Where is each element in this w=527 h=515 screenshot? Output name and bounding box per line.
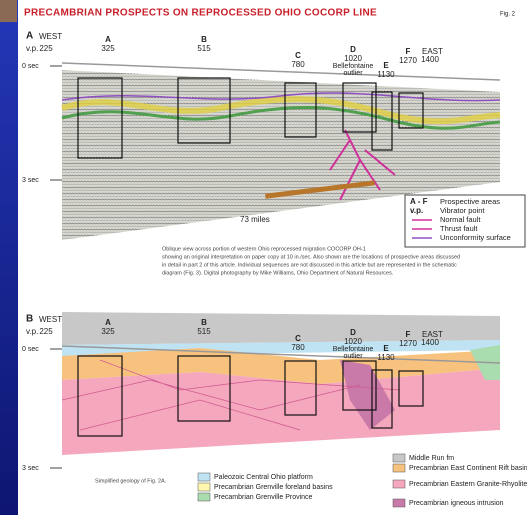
legend-key: v.p. [410,206,423,215]
prospect-box [177,77,231,144]
column-letter: F [406,330,411,339]
caption: diagram (Fig. 3). Digital photography by… [162,270,394,276]
scale-bar [265,180,375,199]
legend-swatch [197,482,211,492]
column-letter: E [383,344,389,353]
vp-label: v.p. [26,327,38,336]
vp-number: 1270 [399,56,417,65]
west-label: WEST [39,315,62,324]
vp-number: 515 [197,44,211,53]
legend-text: Precambrian igneous intrusion [409,500,504,507]
vp-number: 225 [39,327,53,336]
vp-label: v.p. [26,44,38,53]
legend-text: Middle Run fm [409,455,454,462]
caption: Oblique view across portion of western O… [162,246,366,252]
geology-layer [62,312,500,345]
legend-key: A - F [410,197,428,206]
legend-swatch [197,472,211,482]
figure-number: Fig. 2 [500,12,516,18]
vp-number: 1270 [399,339,417,348]
surface [61,345,501,364]
unconformity [61,92,501,102]
east-label: EAST [422,330,443,339]
vp-number: 780 [291,343,305,352]
prospect-box [77,77,123,159]
fault [61,359,401,431]
distance-label: 73 miles [240,215,270,224]
legend-swatch [392,453,406,463]
vp-number: 1020 [344,54,362,63]
vp-number: 325 [101,44,115,53]
panel-label: B [26,314,33,325]
legend-text: Precambrian Grenville Province [214,494,313,501]
prospect-box [371,91,393,151]
fault [329,129,396,201]
panel-label: A [26,31,33,42]
time-label: 3 sec [22,465,39,472]
column-letter: A [105,318,111,327]
column-note: Bellefontaine [333,63,374,70]
corner-photo [0,0,17,22]
surface [61,62,501,81]
column-note: outlier [343,70,363,77]
vp-number: 1400 [421,338,439,347]
time-label: 0 sec [22,63,39,70]
vp-number: 515 [197,327,211,336]
prospect-box [284,360,317,416]
prospect-box [177,355,231,422]
prospect-box [342,82,377,133]
legend-swatch [197,492,211,502]
column-letter: D [350,45,356,54]
vp-number: 780 [291,60,305,69]
legend-text: Paleozoic Central Ohio platform [214,474,313,481]
geology-layer [62,348,500,384]
column-letter: C [295,51,301,60]
title: Precambrian prospects on reprocessed Ohi… [24,8,377,19]
column-letter: C [295,334,301,343]
caption: Simplified geology of Fig. 2A. [95,478,167,484]
legend-text: Precambrian East Continent Rift basin [409,465,527,472]
column-note: Bellefontaine [333,346,374,353]
west-label: WEST [39,32,62,41]
legend-text: Unconformity surface [440,233,511,242]
intrusion [340,360,395,430]
column-note: outlier [343,353,363,360]
legend-swatch [392,498,406,508]
prospect-box [284,82,317,138]
column-letter: D [350,328,356,337]
prospect-box [342,360,377,411]
vp-number: 1130 [377,70,395,79]
legend-text: Precambrian Eastern Granite-Rhyolite Pro… [409,481,527,488]
vp-number: 225 [39,44,53,53]
column-letter: F [406,47,411,56]
legend-text: Vibrator point [440,206,485,215]
vp-number: 325 [101,327,115,336]
legend-text: Prospective areas [440,197,500,206]
prospect-box [371,369,393,429]
vp-number: 1130 [377,353,395,362]
legend-text: Thrust fault [440,224,478,233]
time-label: 3 sec [22,177,39,184]
east-label: EAST [422,47,443,56]
prospect-box [398,92,424,129]
vp-number: 1020 [344,337,362,346]
vp-number: 1400 [421,55,439,64]
prospect-box [77,355,123,437]
time-label: 0 sec [22,346,39,353]
legend-swatch [392,463,406,473]
caption: showing an original interpretation on pa… [162,254,460,260]
legend-swatch [392,479,406,489]
column-letter: A [105,35,111,44]
legend-text: Normal fault [440,215,481,224]
geology-layer [62,368,500,455]
legend-text: Precambrian Grenville foreland basins [214,484,333,491]
column-letter: B [201,318,207,327]
caption: in detail in part 2 of this article. Ind… [162,262,457,268]
column-letter: B [201,35,207,44]
column-letter: E [383,61,389,70]
prospect-box [398,370,424,407]
horizon [61,105,501,130]
horizon [61,96,501,125]
